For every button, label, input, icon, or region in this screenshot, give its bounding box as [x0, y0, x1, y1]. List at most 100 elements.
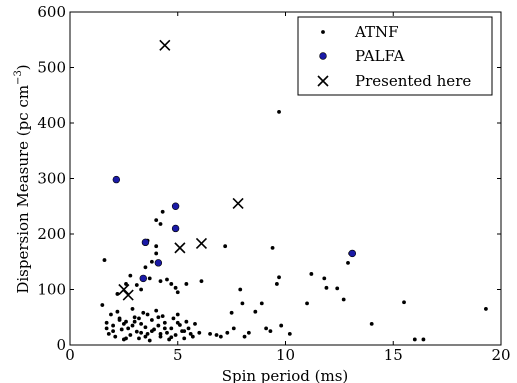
point-presented-here — [122, 289, 134, 301]
point-atnf — [145, 332, 150, 336]
y-tick-label: 300 — [37, 170, 66, 188]
y-tick-label: 100 — [37, 281, 66, 299]
point-atnf — [109, 312, 113, 317]
point-atnf — [173, 285, 178, 290]
point-atnf — [175, 290, 180, 295]
point-palfa — [171, 224, 180, 233]
x-tick-label: 0 — [65, 346, 75, 364]
point-atnf — [149, 318, 154, 322]
point-atnf — [346, 260, 350, 265]
y-tick-label: 0 — [56, 336, 66, 354]
point-atnf — [246, 330, 251, 335]
point-atnf — [165, 330, 169, 335]
legend-label-atnf: ATNF — [354, 23, 399, 41]
point-atnf — [270, 245, 275, 250]
point-atnf — [158, 222, 163, 226]
point-atnf — [279, 323, 284, 328]
point-atnf — [162, 326, 167, 331]
point-atnf — [143, 325, 148, 330]
point-atnf — [113, 334, 118, 339]
point-atnf — [141, 310, 146, 315]
point-atnf — [126, 326, 131, 331]
point-presented-here — [118, 283, 130, 296]
point-atnf — [158, 279, 163, 284]
y-axis-label: Dispersion Measure (pc cm−3) — [13, 64, 32, 293]
point-palfa — [348, 249, 357, 258]
point-atnf — [175, 312, 180, 317]
legend-label-palfa: PALFA — [355, 47, 405, 65]
point-atnf — [274, 282, 279, 286]
point-atnf — [175, 320, 180, 325]
point-atnf — [184, 319, 189, 324]
legend-marker-presented — [317, 75, 329, 87]
point-atnf — [165, 277, 169, 282]
point-atnf — [115, 309, 120, 314]
point-atnf — [134, 329, 139, 334]
point-atnf — [182, 329, 187, 334]
point-atnf — [193, 322, 197, 326]
point-atnf — [186, 326, 191, 331]
point-atnf — [130, 323, 135, 328]
point-palfa — [154, 259, 163, 267]
point-atnf — [102, 258, 107, 262]
point-atnf — [264, 326, 269, 331]
point-atnf — [158, 332, 163, 336]
point-atnf — [242, 334, 247, 339]
point-atnf — [305, 301, 309, 306]
point-atnf — [402, 300, 406, 305]
point-atnf — [132, 315, 137, 320]
point-atnf — [341, 297, 346, 302]
point-atnf — [421, 337, 426, 342]
point-atnf — [240, 301, 245, 306]
point-atnf — [169, 335, 174, 340]
point-atnf — [160, 314, 165, 319]
plot-area — [100, 39, 488, 343]
point-atnf — [218, 334, 223, 339]
point-atnf — [182, 336, 187, 341]
point-atnf — [134, 283, 139, 287]
point-atnf — [369, 322, 374, 326]
point-atnf — [119, 327, 124, 332]
point-atnf — [115, 292, 120, 296]
point-atnf — [106, 332, 111, 336]
point-atnf — [104, 320, 109, 325]
y-tick-label: 600 — [37, 3, 66, 21]
point-atnf — [171, 316, 176, 321]
legend: ATNF PALFA Presented here — [297, 16, 493, 96]
point-atnf — [124, 336, 128, 341]
point-atnf — [111, 329, 115, 334]
point-atnf — [158, 334, 163, 339]
point-atnf — [137, 316, 141, 321]
point-palfa — [141, 238, 150, 247]
point-atnf — [268, 329, 273, 334]
point-atnf — [190, 334, 195, 339]
point-atnf — [137, 336, 141, 341]
point-atnf — [154, 218, 159, 223]
point-atnf — [124, 282, 128, 286]
point-atnf — [335, 286, 340, 291]
point-atnf — [324, 285, 329, 290]
legend-label-presented: Presented here — [355, 72, 471, 90]
point-atnf — [225, 330, 230, 335]
point-atnf — [149, 259, 154, 264]
point-atnf — [143, 265, 148, 270]
point-atnf — [169, 282, 174, 286]
point-atnf — [229, 310, 234, 315]
x-axis-label: Spin period (ms) — [222, 367, 349, 383]
x-tick-label: 5 — [173, 346, 183, 364]
point-atnf — [277, 110, 281, 114]
point-atnf — [100, 303, 105, 307]
point-atnf — [147, 338, 152, 343]
point-atnf — [162, 320, 167, 325]
legend-frame — [297, 16, 493, 96]
point-atnf — [154, 244, 159, 249]
y-axis-label-main: Dispersion Measure (pc cm — [14, 85, 32, 294]
point-atnf — [160, 209, 165, 214]
point-atnf — [169, 326, 174, 331]
point-atnf — [139, 330, 144, 335]
point-atnf — [484, 307, 488, 311]
point-atnf — [156, 323, 161, 328]
point-atnf — [104, 326, 109, 331]
point-atnf — [184, 282, 189, 286]
